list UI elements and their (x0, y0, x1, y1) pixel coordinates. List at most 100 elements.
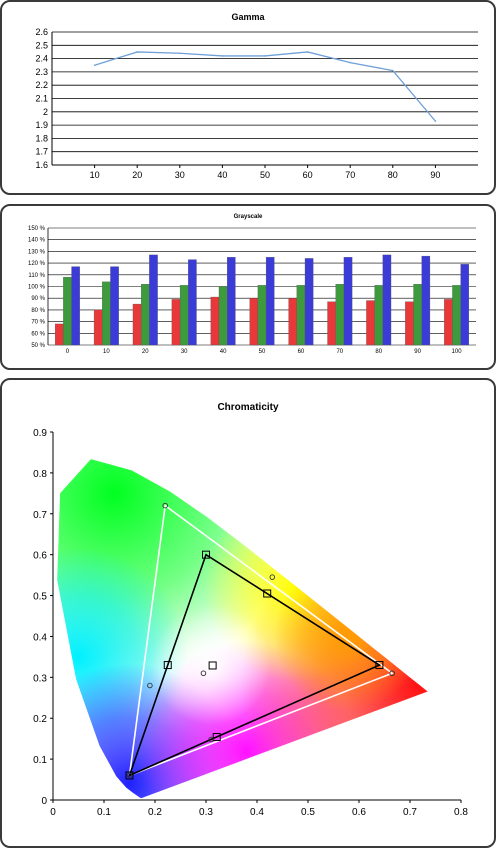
y-tick-label: 0.7 (33, 510, 47, 521)
x-tick-label: 0.7 (403, 807, 417, 818)
x-tick-label: 100 (452, 349, 463, 355)
blue-bar (149, 254, 158, 346)
reference-point (263, 589, 272, 598)
reference-point (212, 733, 221, 742)
gamma-point (136, 51, 138, 53)
y-tick-label: 2.1 (35, 94, 48, 104)
y-tick-label: 130 % (28, 249, 46, 255)
chart-title: Grayscale (234, 214, 263, 220)
measured-gamut-triangle (128, 504, 394, 777)
blue-bar (304, 258, 314, 346)
measured-point (126, 772, 133, 779)
reference-point (208, 661, 217, 670)
green-bar (141, 284, 150, 346)
cie-color-region (57, 459, 428, 799)
reference-gamut-triangle (128, 553, 382, 777)
y-tick-label: 50 % (31, 343, 45, 349)
x-tick-label: 60 (298, 349, 305, 355)
grayscale-chart-panel: Grayscale 150 % 140 % 130 % 120 % 110 % 100 % 9… (0, 204, 496, 370)
x-tick-label: 0.3 (199, 807, 213, 818)
y-tick-label: 0.4 (33, 632, 47, 643)
x-tick-label: 70 (345, 170, 355, 180)
y-tick-label: 100 % (28, 285, 46, 291)
x-tick-label: 0.6 (352, 807, 366, 818)
gamma-chart: Gamma 2.6 2.5 2.4 2.3 2.2 2.1 2 1.9 1.8 1.7 1.6 10 20… (35, 12, 478, 180)
blue-bar (71, 266, 80, 346)
blue-bar (188, 259, 197, 346)
y-tick-label: 0.8 (33, 469, 47, 480)
red-bar (249, 298, 259, 346)
x-tick-label: 0.1 (97, 807, 111, 818)
gamma-chart-panel: Gamma 2.6 2.5 2.4 2.3 2.2 2.1 2 1.9 1.8 1.7 1.6 10 20… (0, 0, 496, 195)
x-tick-label: 50 (259, 349, 266, 355)
y-tick-label: 2.5 (35, 40, 48, 50)
gamma-point (221, 55, 224, 57)
gamma-point (264, 55, 266, 57)
x-tick-label: 80 (375, 349, 382, 355)
blue-bar (421, 255, 431, 346)
blue-bar (227, 257, 236, 346)
x-tick-label: 30 (175, 170, 185, 180)
x-tick-label: 0.4 (250, 807, 264, 818)
y-tick-label: 0 (41, 796, 47, 807)
x-tick-label: 20 (142, 349, 149, 355)
y-tick-label: 2 (43, 107, 48, 117)
gamma-series-line (94, 51, 436, 122)
green-bar (63, 276, 72, 346)
red-bar (210, 296, 220, 346)
y-tick-label: 2.6 (35, 27, 48, 37)
measured-point (269, 574, 276, 580)
gamma-point (306, 51, 309, 53)
y-tick-label: 110 % (28, 273, 45, 279)
reference-point (202, 550, 210, 559)
green-bar (257, 285, 267, 346)
blue-bar (265, 257, 275, 346)
gamma-point (93, 64, 96, 67)
reference-point (163, 661, 172, 670)
green-bar (296, 285, 306, 346)
y-tick-label: 2.3 (35, 67, 48, 77)
blue-bar (460, 264, 469, 346)
y-tick-label: 1.9 (35, 120, 48, 130)
measured-point (208, 736, 214, 743)
chart-title: Chromaticity (217, 402, 279, 413)
y-tick-label: 1.6 (35, 160, 48, 170)
blue-bar (110, 266, 119, 346)
green-bar (102, 281, 111, 346)
x-tick-label: 0 (50, 807, 56, 818)
gamma-point (179, 52, 181, 55)
gamma-point (349, 61, 352, 64)
green-bar (179, 285, 189, 346)
measured-point (147, 682, 153, 689)
measured-point (389, 670, 395, 676)
x-tick-label: 0.2 (148, 807, 162, 818)
green-bar (374, 285, 383, 346)
y-tick-label: 2.2 (35, 80, 48, 90)
chromaticity-chart-panel: Chromaticity 0 0.1 0.2 0.3 0.4 0.5 0.6 0.7 0.8 0.9… (0, 378, 496, 848)
chart-title: Gamma (231, 12, 265, 22)
y-tick-label: 150 % (28, 226, 46, 232)
x-tick-label: 90 (430, 170, 440, 180)
y-tick-label: 60 % (31, 331, 45, 337)
y-tick-label: 0.2 (33, 714, 47, 725)
gamma-point (434, 120, 437, 122)
measured-point (200, 670, 207, 676)
green-bar (335, 284, 345, 346)
red-bar (327, 301, 336, 346)
x-tick-label: 0.8 (454, 807, 468, 818)
blue-bar (382, 254, 392, 346)
y-tick-label: 0.1 (33, 755, 47, 766)
x-tick-label: 10 (103, 349, 110, 355)
grayscale-chart: Grayscale 150 % 140 % 130 % 120 % 110 % 100 % 9… (28, 214, 476, 355)
reference-point (375, 661, 384, 670)
green-bar (413, 284, 422, 346)
chromaticity-chart: Chromaticity 0 0.1 0.2 0.3 0.4 0.5 0.6 0.7 0.8 0.9… (33, 402, 468, 818)
green-bar (452, 285, 461, 346)
green-bar (218, 286, 228, 346)
y-tick-label: 0.3 (33, 673, 47, 684)
x-tick-label: 40 (217, 170, 227, 180)
red-bar (171, 299, 181, 346)
y-tick-label: 0.5 (33, 592, 47, 603)
red-bar (366, 300, 375, 346)
x-tick-label: 30 (181, 349, 188, 355)
